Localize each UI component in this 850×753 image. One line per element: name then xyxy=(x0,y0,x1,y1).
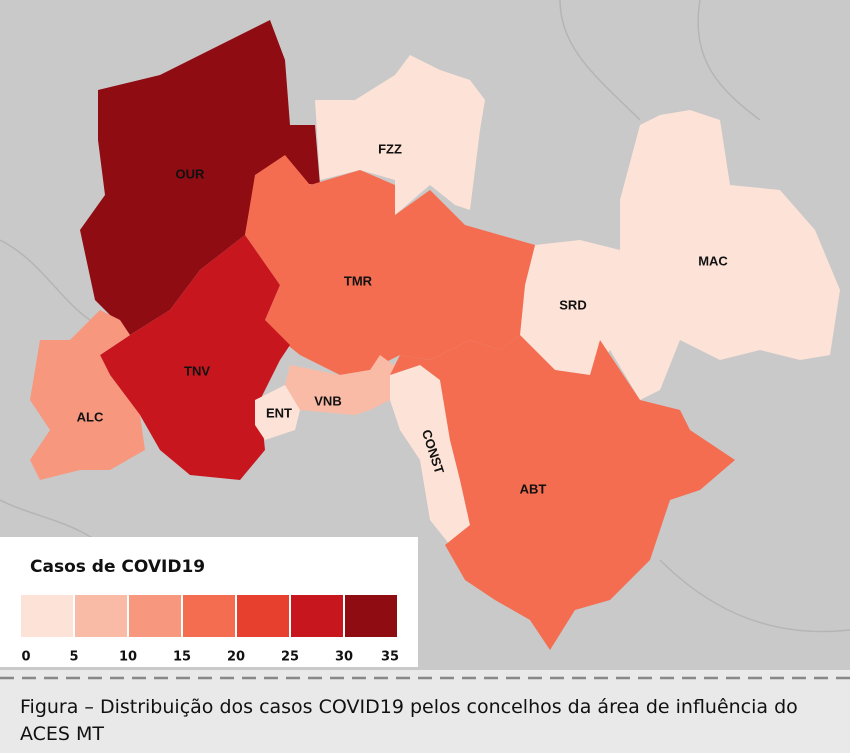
legend-tick-label: 15 xyxy=(173,650,191,665)
region xyxy=(80,20,320,335)
legend-tick-label: 5 xyxy=(69,650,78,665)
map: OUR FZZ MAC SRD TMR TNV ALC VNB ENT CONS… xyxy=(0,0,850,680)
region xyxy=(390,335,735,650)
background-borders xyxy=(0,0,850,633)
region xyxy=(245,155,535,375)
legend-swatch xyxy=(291,595,343,637)
region xyxy=(255,385,300,440)
region-label: TNV xyxy=(184,363,210,378)
region xyxy=(520,240,620,375)
legend-swatch xyxy=(75,595,127,637)
region-label: TMR xyxy=(344,273,373,288)
region xyxy=(30,310,145,480)
region-label: SRD xyxy=(559,297,586,312)
legend-swatch xyxy=(345,595,397,637)
legend-tick-label: 30 xyxy=(335,650,353,665)
legend-tick-label: 20 xyxy=(227,650,245,665)
legend: 0 5 10 15 20 25 30 35 xyxy=(21,595,399,665)
legend-swatch xyxy=(21,595,73,637)
region-label: ABT xyxy=(520,481,547,496)
region-label: ALC xyxy=(77,409,104,424)
legend-swatch xyxy=(129,595,181,637)
region xyxy=(285,355,400,415)
legend-tick-label: 25 xyxy=(281,650,299,665)
legend-tick-label: 0 xyxy=(21,650,30,665)
region-label: FZZ xyxy=(378,141,402,156)
region-label: VNB xyxy=(314,393,341,408)
region xyxy=(390,365,470,545)
legend-swatch xyxy=(237,595,289,637)
region xyxy=(600,110,840,400)
legend-tick-label: 35 xyxy=(381,650,399,665)
legend-swatch xyxy=(183,595,235,637)
caption: Figura – Distribuição dos casos COVID19 … xyxy=(20,696,798,745)
region-label: OUR xyxy=(176,166,206,181)
region xyxy=(315,55,485,215)
legend-title: Casos de COVID19 xyxy=(30,557,205,577)
region xyxy=(100,235,290,480)
region-label: MAC xyxy=(698,253,728,268)
region-label: ENT xyxy=(266,405,292,420)
legend-tick-label: 10 xyxy=(119,650,137,665)
